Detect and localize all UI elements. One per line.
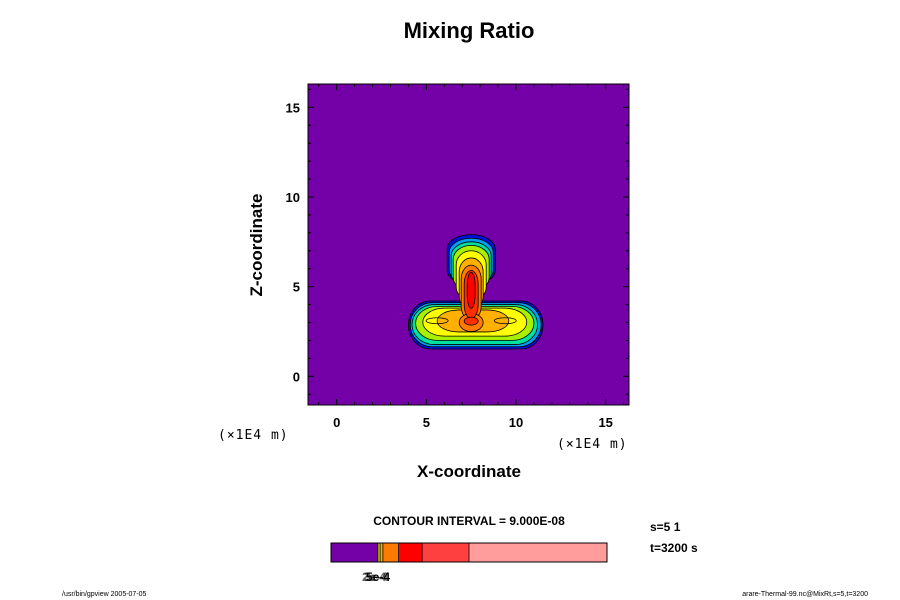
x-tick-label-0: 0 bbox=[333, 415, 340, 430]
x-tick-label-2: 10 bbox=[509, 415, 523, 430]
colorbar-frame bbox=[330, 542, 608, 563]
y-tick-label-0: 0 bbox=[293, 369, 300, 384]
colorbar-segment-2 bbox=[380, 543, 383, 562]
colorbar-labels: 2e-4 3e-4 5e-4 bbox=[362, 570, 390, 584]
colorbar-label-overlap-1: 2e-4 bbox=[362, 570, 386, 584]
contour-level-8 bbox=[466, 271, 476, 309]
colorbar-segment-6 bbox=[469, 543, 607, 562]
y-tick-label-1: 5 bbox=[293, 280, 300, 295]
contour-lobe-1 bbox=[493, 317, 517, 325]
contour-interval-text: CONTOUR INTERVAL = 9.000E-08 bbox=[373, 514, 565, 528]
y-axis-label: Z-coordinate bbox=[247, 194, 266, 297]
x-axis-label: X-coordinate bbox=[417, 462, 521, 481]
colorbar bbox=[330, 542, 608, 563]
x-tick-label-3: 15 bbox=[598, 415, 612, 430]
plot-area: 0 5 10 15 0 5 10 15 bbox=[286, 83, 630, 430]
contour-base-7 bbox=[463, 316, 479, 326]
y-axis-ticks: 0 5 10 15 bbox=[286, 100, 629, 384]
contour-stem-8 bbox=[466, 271, 476, 309]
info-s: s=5 1 bbox=[650, 520, 681, 534]
colorbar-label-overlap-2: 3e-4 bbox=[364, 570, 388, 584]
y-tick-label-2: 10 bbox=[286, 190, 300, 205]
x-unit-right: (×1E4 m) bbox=[557, 437, 628, 452]
colorbar-label: 5e-4 bbox=[366, 570, 390, 584]
colorbar-segment-3 bbox=[382, 543, 399, 562]
contour-lobe-0 bbox=[425, 317, 449, 325]
footer-right: arare-Thermal-99.nc@MixRt,s=5,t=3200 bbox=[742, 591, 868, 598]
x-unit-left: (×1E4 m) bbox=[218, 428, 289, 443]
minor-ticks bbox=[308, 84, 629, 405]
colorbar-segment-0 bbox=[331, 543, 378, 562]
info-t: t=3200 s bbox=[650, 541, 698, 555]
plot-frame bbox=[307, 83, 630, 406]
colorbar-segment-5 bbox=[422, 543, 469, 562]
colorbar-segment-4 bbox=[398, 543, 423, 562]
x-tick-label-1: 5 bbox=[423, 415, 430, 430]
chart-title: Mixing Ratio bbox=[404, 18, 535, 43]
contour-plume bbox=[408, 234, 544, 350]
colorbar-segment-1 bbox=[377, 543, 381, 562]
footer-left: /usr/bin/gpview 2005-07-05 bbox=[62, 591, 147, 598]
x-axis-ticks: 0 5 10 15 bbox=[333, 84, 613, 430]
y-tick-label-3: 15 bbox=[286, 100, 300, 115]
